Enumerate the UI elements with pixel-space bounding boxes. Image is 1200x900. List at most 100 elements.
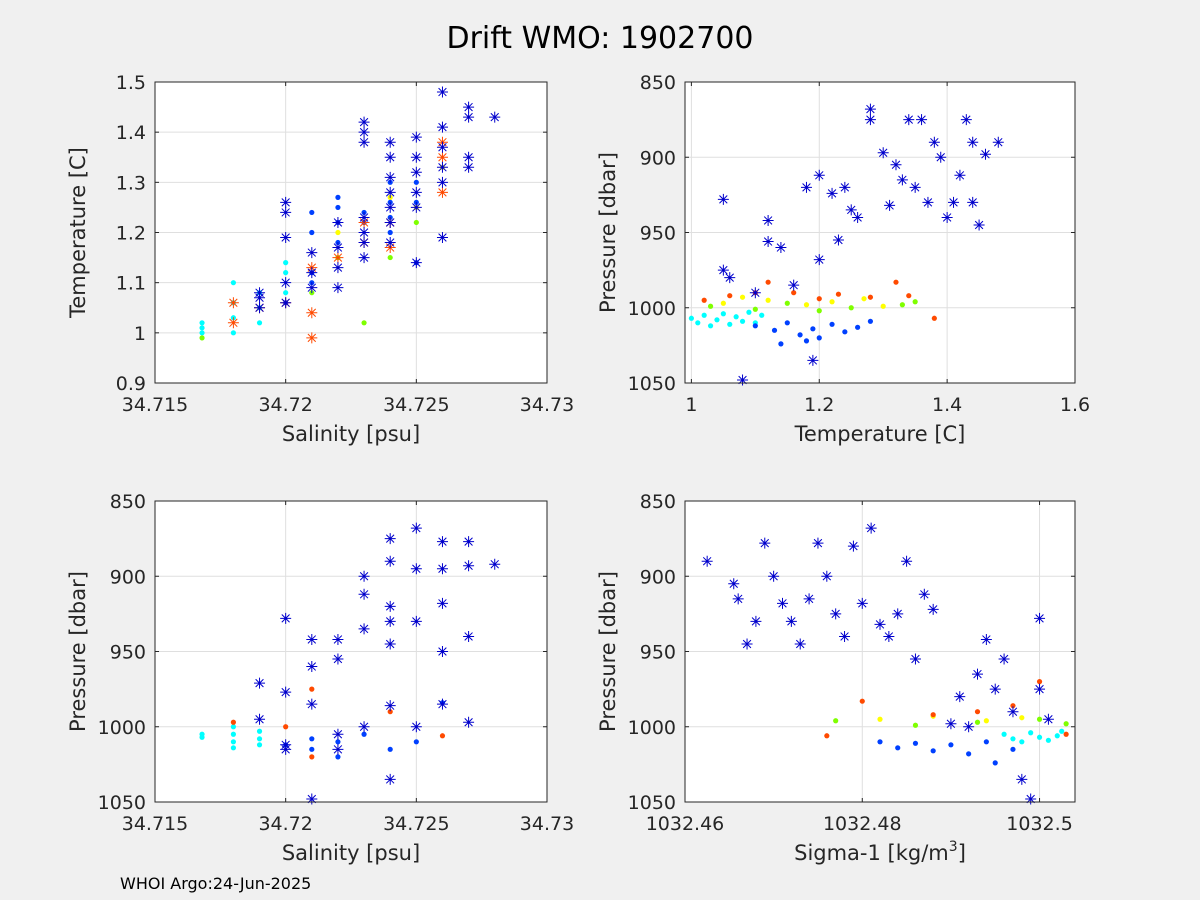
data-point-star: [896, 174, 908, 186]
data-point-star: [280, 297, 292, 309]
data-point: [948, 742, 954, 748]
data-point-star: [463, 151, 475, 163]
data-point-star: [845, 204, 857, 216]
data-point: [765, 279, 771, 285]
data-point-star: [463, 560, 475, 572]
data-point-star: [358, 126, 370, 138]
data-point: [861, 296, 867, 302]
data-point-star: [280, 196, 292, 208]
data-point: [899, 302, 905, 308]
data-point-star: [785, 615, 797, 627]
data-point-star: [436, 186, 448, 198]
data-point: [765, 297, 771, 303]
data-point: [906, 293, 912, 299]
data-point-star: [436, 151, 448, 163]
data-point-star: [864, 103, 876, 115]
data-point: [309, 229, 315, 236]
data-point: [974, 719, 981, 725]
data-point: [439, 733, 446, 739]
data-point: [739, 318, 746, 324]
data-point-star: [794, 638, 806, 650]
data-point: [771, 327, 778, 333]
data-point: [199, 330, 205, 336]
y-tick-label: 0.9: [116, 373, 146, 395]
data-point-star: [410, 563, 422, 575]
data-point: [835, 291, 842, 297]
data-point-star: [384, 151, 396, 163]
data-point-star: [741, 638, 753, 650]
data-point: [387, 254, 393, 261]
data-point-star: [332, 728, 344, 740]
data-point-star: [489, 111, 501, 123]
data-point: [1045, 737, 1052, 743]
x-axis-label: Salinity [psu]: [282, 841, 420, 865]
data-point-star: [941, 211, 953, 223]
data-point-star: [358, 623, 370, 635]
data-point: [791, 290, 797, 296]
data-point-star: [1042, 713, 1054, 725]
y-tick-label: 900: [110, 566, 146, 588]
data-point: [309, 754, 315, 760]
data-point-star: [436, 176, 448, 188]
y-axis-label: Pressure [dbar]: [596, 152, 620, 313]
data-point-star: [358, 211, 370, 223]
data-point: [230, 731, 236, 737]
data-point-star: [280, 686, 292, 698]
data-point-star: [864, 114, 876, 126]
data-point-star: [384, 201, 396, 213]
y-tick-label: 1000: [98, 717, 146, 739]
data-point-star: [306, 332, 318, 344]
data-point-star: [436, 597, 448, 609]
data-point: [930, 748, 936, 754]
data-point-star: [436, 646, 448, 657]
data-point-star: [463, 536, 475, 548]
data-point-star: [332, 252, 344, 264]
data-point-star: [928, 136, 940, 148]
y-tick-label: 850: [640, 491, 676, 513]
data-point: [1063, 721, 1069, 727]
data-point: [855, 324, 861, 330]
data-point-star: [254, 677, 266, 689]
data-point-star: [1025, 793, 1037, 805]
data-point-star: [989, 683, 1001, 695]
data-point-star: [701, 555, 713, 567]
x-tick-label: 1: [685, 394, 697, 416]
data-point-star: [832, 234, 844, 246]
data-point: [983, 739, 989, 745]
y-tick-label: 1050: [98, 792, 146, 814]
data-point-star: [892, 608, 904, 620]
data-point-star: [884, 199, 896, 211]
data-point-star: [972, 668, 983, 680]
data-point-star: [826, 187, 838, 199]
data-point-star: [332, 262, 344, 274]
x-tick-label: 34.72: [258, 813, 312, 835]
data-point: [816, 296, 822, 302]
footer-label: WHOI Argo:24-Jun-2025: [120, 874, 311, 893]
data-point: [1054, 733, 1060, 739]
data-point-star: [306, 698, 318, 710]
y-tick-label: 950: [640, 223, 676, 245]
data-point-star: [410, 151, 422, 163]
data-point: [230, 745, 236, 751]
data-point-star: [960, 114, 972, 126]
data-point-star: [306, 282, 318, 294]
data-point-star: [927, 603, 939, 615]
data-point: [720, 311, 726, 317]
data-point-star: [436, 141, 448, 153]
data-point-star: [306, 267, 318, 279]
data-point-star: [775, 242, 787, 254]
data-point: [413, 219, 419, 226]
data-point-star: [384, 600, 396, 612]
y-tick-label: 1.5: [116, 72, 146, 94]
data-point-star: [254, 302, 266, 314]
data-point: [1001, 731, 1007, 737]
x-tick-label: 34.715: [122, 813, 188, 835]
data-point-star: [916, 114, 928, 126]
data-point: [230, 719, 236, 725]
data-point-star: [410, 201, 422, 213]
data-point: [199, 320, 205, 326]
data-point: [842, 329, 848, 335]
x-tick-label: 1.2: [804, 394, 834, 416]
data-point-star: [954, 691, 966, 703]
data-point: [1010, 703, 1016, 709]
